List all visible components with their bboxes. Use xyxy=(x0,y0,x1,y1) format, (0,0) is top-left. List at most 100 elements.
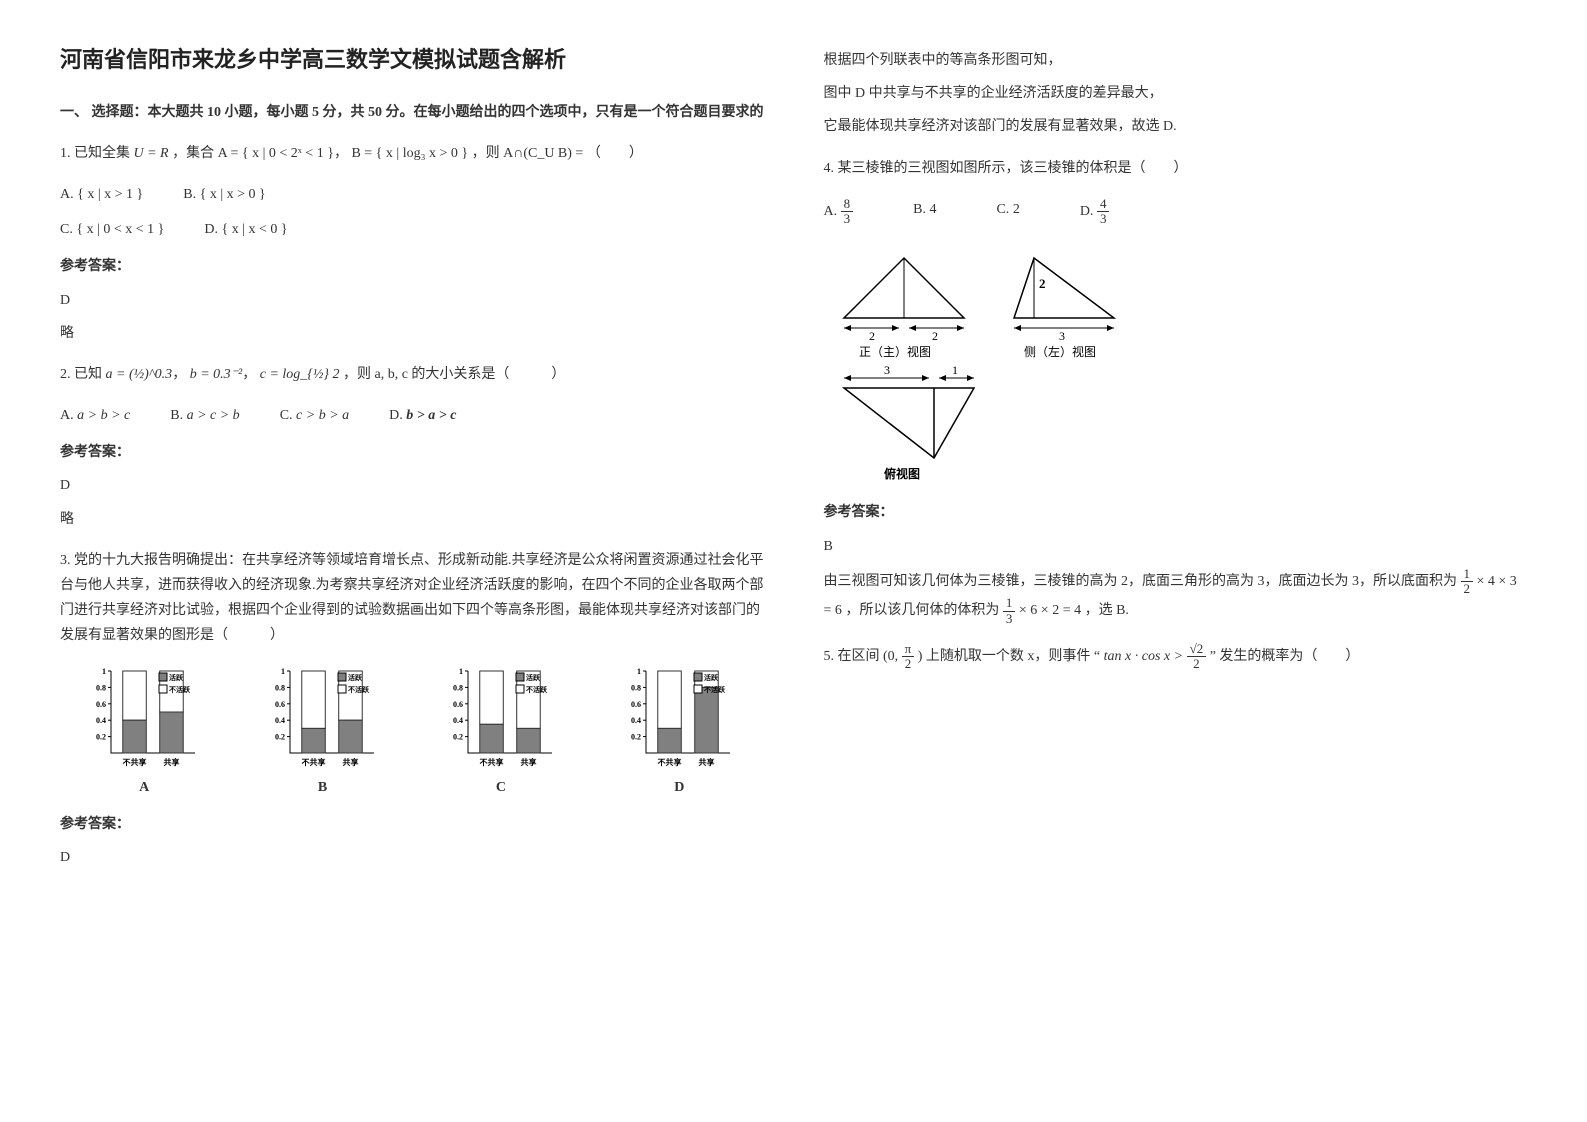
three-view-svg: 2 2 正（主）视图 2 3 侧（左）视图 xyxy=(824,238,1144,488)
svg-text:侧（左）视图: 侧（左）视图 xyxy=(1024,344,1096,359)
q4-opt-C: C. 2 xyxy=(996,197,1019,227)
chart-C: 0.20.40.60.81不共享共享活跃不活跃 C xyxy=(446,665,556,800)
svg-text:0.6: 0.6 xyxy=(631,699,641,708)
chart-label-B: B xyxy=(268,775,378,800)
svg-text:不共享: 不共享 xyxy=(658,757,682,767)
q2-opt-D: D. b > a > c xyxy=(389,403,456,428)
chart-A: 0.20.40.60.81不共享共享活跃不活跃 A xyxy=(89,665,199,800)
q4-opt-D: D. 43 xyxy=(1080,197,1110,227)
svg-text:0.4: 0.4 xyxy=(96,716,106,725)
svg-text:正（主）视图: 正（主）视图 xyxy=(859,344,931,359)
question-4: 4. 某三棱锥的三视图如图所示，该三棱锥的体积是（ ） xyxy=(824,156,1528,181)
svg-text:0.6: 0.6 xyxy=(96,699,106,708)
svg-text:不共享: 不共享 xyxy=(123,757,147,767)
svg-text:0.2: 0.2 xyxy=(453,732,463,741)
svg-text:0.2: 0.2 xyxy=(275,732,285,741)
q1-ans: D xyxy=(60,288,764,313)
q2-b: b = 0.3⁻² xyxy=(190,367,243,382)
q2-options: A. a > b > c B. a > c > b C. c > b > a D… xyxy=(60,403,764,428)
q1-opt-B: B. { x | x > 0 } xyxy=(183,182,265,207)
page-title: 河南省信阳市来龙乡中学高三数学文模拟试题含解析 xyxy=(60,40,764,80)
question-3: 3. 党的十九大报告明确提出：在共享经济等领域培育增长点、形成新动能.共享经济是… xyxy=(60,548,764,649)
svg-text:不活跃: 不活跃 xyxy=(169,685,191,694)
question-5: 5. 在区间 (0, π2 ) 上随机取一个数 x，则事件 “ tan x · … xyxy=(824,642,1528,672)
q2-a: a = (½)^0.3 xyxy=(106,367,173,382)
q1-opt-A: A. { x | x > 1 } xyxy=(60,182,143,207)
q2-opt-B: B. a > c > b xyxy=(170,403,239,428)
q2-prefix: 2. 已知 xyxy=(60,367,106,382)
q1-B: B = { x | log₃ x > 0 } xyxy=(351,146,468,161)
q4-opt-A: A. 83 xyxy=(824,197,854,227)
svg-text:2: 2 xyxy=(869,329,875,343)
q4-opt-B: B. 4 xyxy=(913,197,936,227)
svg-text:活跃: 活跃 xyxy=(169,673,184,682)
svg-text:活跃: 活跃 xyxy=(526,673,541,682)
chart-B: 0.20.40.60.81不共享共享活跃不活跃 B xyxy=(268,665,378,800)
barchart-D-svg: 0.20.40.60.81不共享共享活跃不活跃 xyxy=(624,665,734,775)
chart-label-D: D xyxy=(624,775,734,800)
q1-options-row2: C. { x | 0 < x < 1 } D. { x | x < 0 } xyxy=(60,217,764,242)
q4-ans-label: 参考答案： xyxy=(824,500,1528,525)
chart-label-A: A xyxy=(89,775,199,800)
svg-text:0.8: 0.8 xyxy=(631,683,641,692)
svg-text:1: 1 xyxy=(102,667,106,676)
q2-c: c = log_{½} 2 xyxy=(260,367,340,382)
q1-exp: 略 xyxy=(60,321,764,346)
svg-text:0.4: 0.4 xyxy=(275,716,285,725)
svg-text:俯视图: 俯视图 xyxy=(884,466,920,481)
q1-tail: ，则 A∩(C_U B) = （ ） xyxy=(472,146,643,161)
q3-r3: 它最能体现共享经济对该部门的发展有显著效果，故选 D. xyxy=(824,114,1528,139)
three-view-diagram: 2 2 正（主）视图 2 3 侧（左）视图 xyxy=(824,238,1528,488)
q3-ans: D xyxy=(60,845,764,870)
svg-text:1: 1 xyxy=(952,363,958,377)
side-view: 2 3 侧（左）视图 xyxy=(1014,258,1114,359)
q1-opt-C: C. { x | 0 < x < 1 } xyxy=(60,217,164,242)
svg-text:1: 1 xyxy=(637,667,641,676)
svg-text:不活跃: 不活跃 xyxy=(526,685,548,694)
chart-label-C: C xyxy=(446,775,556,800)
svg-text:0.2: 0.2 xyxy=(631,732,641,741)
front-view: 2 2 正（主）视图 xyxy=(844,258,964,359)
q1-prefix: 1. 已知全集 xyxy=(60,146,134,161)
q2-opt-C: C. c > b > a xyxy=(280,403,349,428)
svg-text:不活跃: 不活跃 xyxy=(704,685,726,694)
svg-text:0.4: 0.4 xyxy=(631,716,641,725)
q1-A: A = { x | 0 < 2ˣ < 1 } xyxy=(218,146,334,161)
question-1: 1. 已知全集 U = R ，集合 A = { x | 0 < 2ˣ < 1 }… xyxy=(60,141,764,166)
q2-ans-label: 参考答案： xyxy=(60,440,764,465)
svg-text:活跃: 活跃 xyxy=(704,673,719,682)
q4-exp: 由三视图可知该几何体为三棱锥，三棱锥的高为 2，底面三角形的高为 3，底面边长为… xyxy=(824,567,1528,626)
svg-text:共享: 共享 xyxy=(164,757,180,767)
top-view: 3 1 俯视图 xyxy=(844,363,974,481)
q4-ans: B xyxy=(824,534,1528,559)
question-2: 2. 已知 a = (½)^0.3， b = 0.3⁻²， c = log_{½… xyxy=(60,362,764,387)
barchart-B-svg: 0.20.40.60.81不共享共享活跃不活跃 xyxy=(268,665,378,775)
barchart-A-svg: 0.20.40.60.81不共享共享活跃不活跃 xyxy=(89,665,199,775)
q1-options-row1: A. { x | x > 1 } B. { x | x > 0 } xyxy=(60,182,764,207)
section-heading: 一、 选择题：本大题共 10 小题，每小题 5 分，共 50 分。在每小题给出的… xyxy=(60,100,764,125)
q3-charts: 0.2 0.4 0.6 0.8 1 不共享 共享 活跃不活跃 A 0.2 0.4 0.6 0.8 1 不… xyxy=(60,665,764,800)
svg-text:0.8: 0.8 xyxy=(453,683,463,692)
svg-text:不活跃: 不活跃 xyxy=(348,685,370,694)
svg-text:1: 1 xyxy=(459,667,463,676)
barchart-C-svg: 0.20.40.60.81不共享共享活跃不活跃 xyxy=(446,665,556,775)
svg-text:3: 3 xyxy=(884,363,890,377)
svg-text:不共享: 不共享 xyxy=(479,757,503,767)
svg-text:3: 3 xyxy=(1059,329,1065,343)
q4-options: A. 83 B. 4 C. 2 D. 43 xyxy=(824,197,1528,227)
q1-U: U = R xyxy=(134,146,169,161)
q3-ans-label: 参考答案： xyxy=(60,812,764,837)
svg-text:0.8: 0.8 xyxy=(275,683,285,692)
svg-text:不共享: 不共享 xyxy=(301,757,325,767)
svg-text:2: 2 xyxy=(1039,276,1046,291)
svg-text:0.6: 0.6 xyxy=(275,699,285,708)
q3-r2: 图中 D 中共享与不共享的企业经济活跃度的差异最大， xyxy=(824,81,1528,106)
chart-D: 0.20.40.60.81不共享共享活跃不活跃 D xyxy=(624,665,734,800)
svg-text:共享: 共享 xyxy=(520,757,536,767)
svg-text:0.6: 0.6 xyxy=(453,699,463,708)
svg-text:1: 1 xyxy=(281,667,285,676)
svg-text:2: 2 xyxy=(932,329,938,343)
q1-ans-label: 参考答案： xyxy=(60,254,764,279)
q3-r1: 根据四个列联表中的等高条形图可知， xyxy=(824,48,1528,73)
q2-ans: D xyxy=(60,473,764,498)
